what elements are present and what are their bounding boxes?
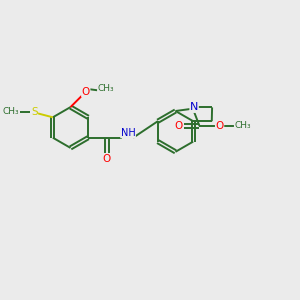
Text: N: N (190, 102, 198, 112)
Text: O: O (174, 121, 183, 131)
Text: CH₃: CH₃ (2, 107, 19, 116)
Text: CH₃: CH₃ (98, 84, 114, 93)
Text: O: O (103, 154, 111, 164)
Text: S: S (31, 107, 38, 117)
Text: O: O (82, 87, 90, 97)
Text: NH: NH (121, 128, 135, 138)
Text: O: O (215, 121, 224, 131)
Text: CH₃: CH₃ (234, 122, 251, 130)
